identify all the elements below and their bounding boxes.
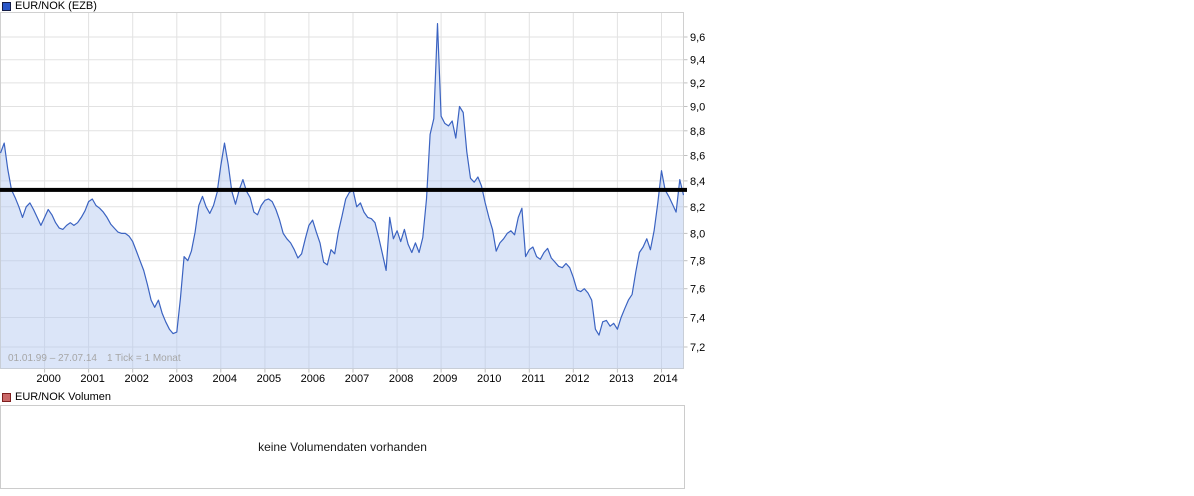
svg-text:2000: 2000 (36, 373, 60, 385)
svg-text:7,2: 7,2 (690, 342, 705, 354)
svg-text:2003: 2003 (169, 373, 193, 385)
svg-text:2004: 2004 (213, 373, 237, 385)
svg-text:8,2: 8,2 (690, 202, 705, 214)
volume-title: EUR/NOK Volumen (15, 391, 111, 403)
svg-text:2002: 2002 (124, 373, 148, 385)
svg-text:2009: 2009 (433, 373, 457, 385)
volume-series-swatch-icon (2, 393, 11, 402)
svg-text:9,4: 9,4 (690, 55, 705, 67)
area-series-fill (0, 23, 684, 369)
grid-horizontal-lines (0, 36, 688, 348)
svg-text:7,6: 7,6 (690, 284, 705, 296)
svg-text:2014: 2014 (653, 373, 677, 385)
chart-range-note: 01.01.99 – 27.07.14 1 Tick = 1 Monat (8, 353, 181, 364)
price-chart[interactable]: 01.01.99 – 27.07.14 1 Tick = 1 Monat 2000… (0, 0, 730, 390)
volume-panel: keine Volumendaten vorhanden (0, 405, 685, 489)
svg-text:9,0: 9,0 (690, 102, 705, 114)
svg-text:2012: 2012 (565, 373, 589, 385)
svg-text:2007: 2007 (345, 373, 369, 385)
price-chart-header: EUR/NOK (EZB) (2, 1, 97, 12)
current-price-line (0, 187, 687, 192)
volume-chart-header: EUR/NOK Volumen (2, 392, 111, 403)
svg-text:9,6: 9,6 (690, 32, 705, 44)
svg-text:9,2: 9,2 (690, 78, 705, 90)
no-volume-message: keine Volumendaten vorhanden (258, 440, 427, 454)
x-axis-labels: 2000 2001 2002 2003 2004 2005 2006 2007 2008 2009… (36, 373, 677, 385)
svg-text:2013: 2013 (609, 373, 633, 385)
svg-text:2010: 2010 (477, 373, 501, 385)
svg-text:2005: 2005 (257, 373, 281, 385)
area-series-line (0, 23, 685, 336)
svg-text:8,0: 8,0 (690, 228, 705, 240)
svg-text:2011: 2011 (521, 373, 545, 385)
price-series-swatch-icon (2, 2, 11, 11)
svg-text:7,8: 7,8 (690, 256, 705, 268)
svg-text:2008: 2008 (389, 373, 413, 385)
chart-title: EUR/NOK (EZB) (15, 0, 97, 12)
y-axis-labels: 9,6 9,4 9,2 9,0 8,8 8,6 8,4 8,2 8,0 7,8 7,6 7,4 7,2 (690, 32, 705, 354)
svg-text:7,4: 7,4 (690, 313, 705, 325)
svg-text:2006: 2006 (301, 373, 325, 385)
svg-text:8,6: 8,6 (690, 151, 705, 163)
svg-text:2001: 2001 (80, 373, 104, 385)
svg-text:8,4: 8,4 (690, 176, 705, 188)
svg-text:8,8: 8,8 (690, 126, 705, 138)
